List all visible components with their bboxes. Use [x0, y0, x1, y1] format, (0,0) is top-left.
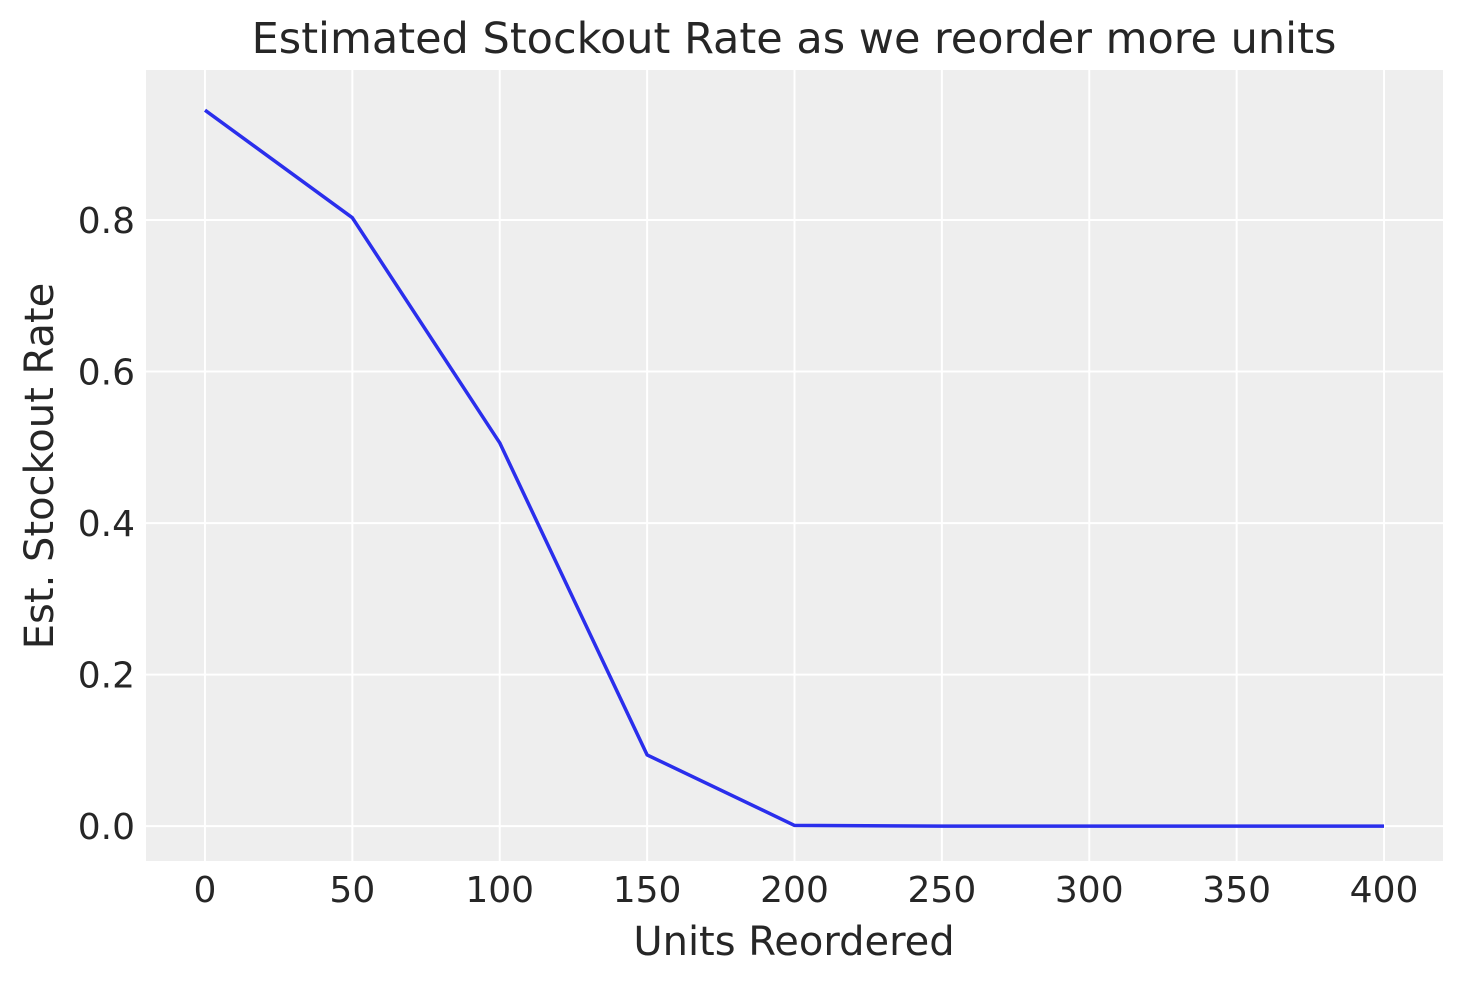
y-tick-label: 0.8	[78, 201, 135, 242]
x-tick-label: 250	[908, 870, 977, 911]
y-axis-label: Est. Stockout Rate	[17, 283, 63, 649]
x-tick-label: 400	[1350, 870, 1419, 911]
stockout-rate-line	[203, 108, 1384, 828]
x-tick-label: 200	[760, 870, 829, 911]
x-tick-label: 100	[465, 870, 534, 911]
y-tick-label: 0.2	[78, 656, 135, 697]
x-axis-label: Units Reordered	[633, 919, 954, 965]
y-tick-label: 0.6	[78, 353, 135, 394]
data-series	[203, 108, 1384, 828]
x-tick-label: 50	[329, 870, 375, 911]
y-tick-label: 0.0	[78, 807, 135, 848]
x-tick-label: 300	[1055, 870, 1124, 911]
x-tick-labels: 0 50 100 150 200 250 300 350 400	[194, 870, 1419, 911]
x-tick-label: 350	[1202, 870, 1271, 911]
chart-title: Estimated Stockout Rate as we reorder mo…	[252, 14, 1337, 64]
y-tick-label: 0.4	[78, 504, 135, 545]
x-tick-label: 0	[194, 870, 217, 911]
y-tick-labels: 0.0 0.2 0.4 0.6 0.8	[78, 201, 135, 848]
x-tick-label: 150	[613, 870, 682, 911]
